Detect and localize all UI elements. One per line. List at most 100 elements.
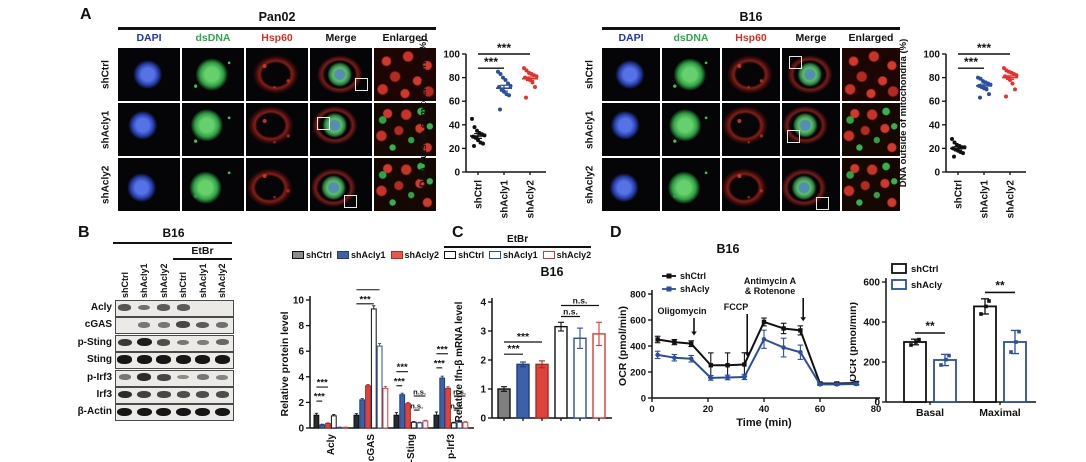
protein-band	[156, 355, 172, 364]
micrograph-hsp60	[722, 103, 780, 156]
micrograph-merge	[310, 103, 372, 156]
row-label-shacly1: shAcly1	[584, 110, 596, 149]
micrograph-hsp60	[246, 158, 308, 211]
data-marker	[742, 374, 747, 380]
micrograph-dapi	[118, 158, 180, 211]
x-category-label: shAcly2	[526, 180, 537, 219]
data-point	[1009, 350, 1013, 354]
data-point	[481, 141, 485, 146]
data-point	[1013, 87, 1017, 92]
bar	[382, 387, 389, 429]
legend-swatch	[891, 279, 907, 290]
protein-band	[215, 391, 229, 398]
blot-strip	[115, 404, 234, 422]
bar	[433, 414, 440, 429]
y-tick-label: 4	[298, 372, 304, 383]
micrograph-hsp60	[246, 103, 308, 156]
data-point	[944, 357, 948, 362]
micrograph-enlarged	[842, 48, 900, 101]
zoom-region-box	[815, 197, 829, 211]
protein-band	[175, 355, 191, 364]
column-header-merge: Merge	[325, 32, 357, 44]
sig-label: ***	[507, 343, 520, 355]
x-axis-label: Time (min)	[736, 417, 792, 429]
group-label: cGAS	[366, 434, 377, 462]
y-tick-label: 20	[449, 144, 461, 155]
panel-label-b: B	[78, 224, 90, 241]
data-point	[984, 304, 988, 309]
data-marker	[725, 375, 730, 380]
arrowhead	[744, 352, 750, 357]
protein-band	[196, 391, 210, 398]
protein-label: p-Sting	[77, 336, 112, 348]
column-header-dsdna: dsDNA	[673, 32, 709, 44]
y-axis-label: OCR (pmol/min)	[617, 306, 629, 386]
data-marker	[655, 337, 660, 342]
protein-band	[156, 373, 171, 381]
micrograph-dapi	[602, 158, 660, 211]
arrowhead	[691, 331, 697, 336]
data-point	[950, 136, 954, 141]
y-tick-label: 100	[923, 50, 940, 61]
data-point	[475, 128, 479, 133]
data-marker	[798, 349, 803, 355]
sig-label: ***	[434, 358, 445, 369]
legend-swatch	[337, 251, 350, 259]
blot-cell-line: B16	[162, 226, 185, 240]
blot-strip	[115, 300, 234, 317]
y-tick-label: 2	[298, 398, 304, 409]
bar	[497, 388, 511, 419]
data-point	[1017, 329, 1021, 334]
protein-band	[177, 374, 190, 380]
y-tick-label: 400	[863, 318, 880, 329]
protein-band	[136, 338, 152, 347]
bar	[313, 414, 320, 429]
bar	[376, 345, 383, 429]
protein-band	[195, 355, 211, 364]
legend-swatch	[292, 251, 304, 259]
protein-band	[176, 304, 190, 311]
protein-band	[138, 322, 151, 328]
data-point	[524, 68, 529, 73]
protein-band	[176, 391, 190, 398]
row-label-shacly2: shAcly2	[100, 165, 112, 204]
data-point	[503, 77, 508, 82]
y-tick-label: 10	[293, 296, 305, 307]
micrograph-dapi	[118, 103, 180, 156]
legend-item-shacly1: shAcly1	[337, 250, 386, 260]
data-line	[657, 338, 857, 386]
data-marker	[781, 345, 786, 350]
bar	[410, 421, 417, 429]
sig-label: n.s.	[453, 388, 466, 397]
data-point	[939, 363, 943, 367]
micrograph-dapi	[602, 48, 660, 101]
lane-label: shCtrl	[178, 271, 189, 298]
protein-band	[157, 304, 171, 311]
y-tick-label: 3	[480, 327, 486, 338]
protein-band	[117, 390, 132, 399]
data-point	[917, 337, 921, 342]
blot-strip	[115, 334, 234, 352]
y-tick-label: 60	[449, 97, 461, 108]
chart-title: B16	[541, 265, 564, 279]
protein-band	[176, 321, 191, 329]
y-tick-label: 200	[630, 368, 646, 379]
legend-swatch	[891, 263, 907, 274]
data-marker	[655, 352, 660, 358]
y-tick-label: 0	[934, 168, 940, 179]
lane-label: shAcly1	[139, 263, 150, 298]
data-point	[987, 299, 991, 303]
sig-label: n.s.	[450, 402, 463, 411]
data-point	[524, 95, 528, 100]
bar	[445, 387, 451, 429]
x-tick-label: 40	[759, 404, 770, 415]
protein-band	[137, 373, 152, 381]
data-marker	[781, 326, 786, 331]
etbr-legend-group: EtBr shCtrl shAcly1 shAcly2	[444, 234, 592, 260]
data-point	[507, 93, 511, 98]
sig-label: n.s.	[410, 402, 423, 411]
row-label-shacly2: shAcly2	[584, 165, 596, 204]
data-point	[1010, 81, 1015, 86]
lane-label: shAcly1	[197, 263, 208, 298]
